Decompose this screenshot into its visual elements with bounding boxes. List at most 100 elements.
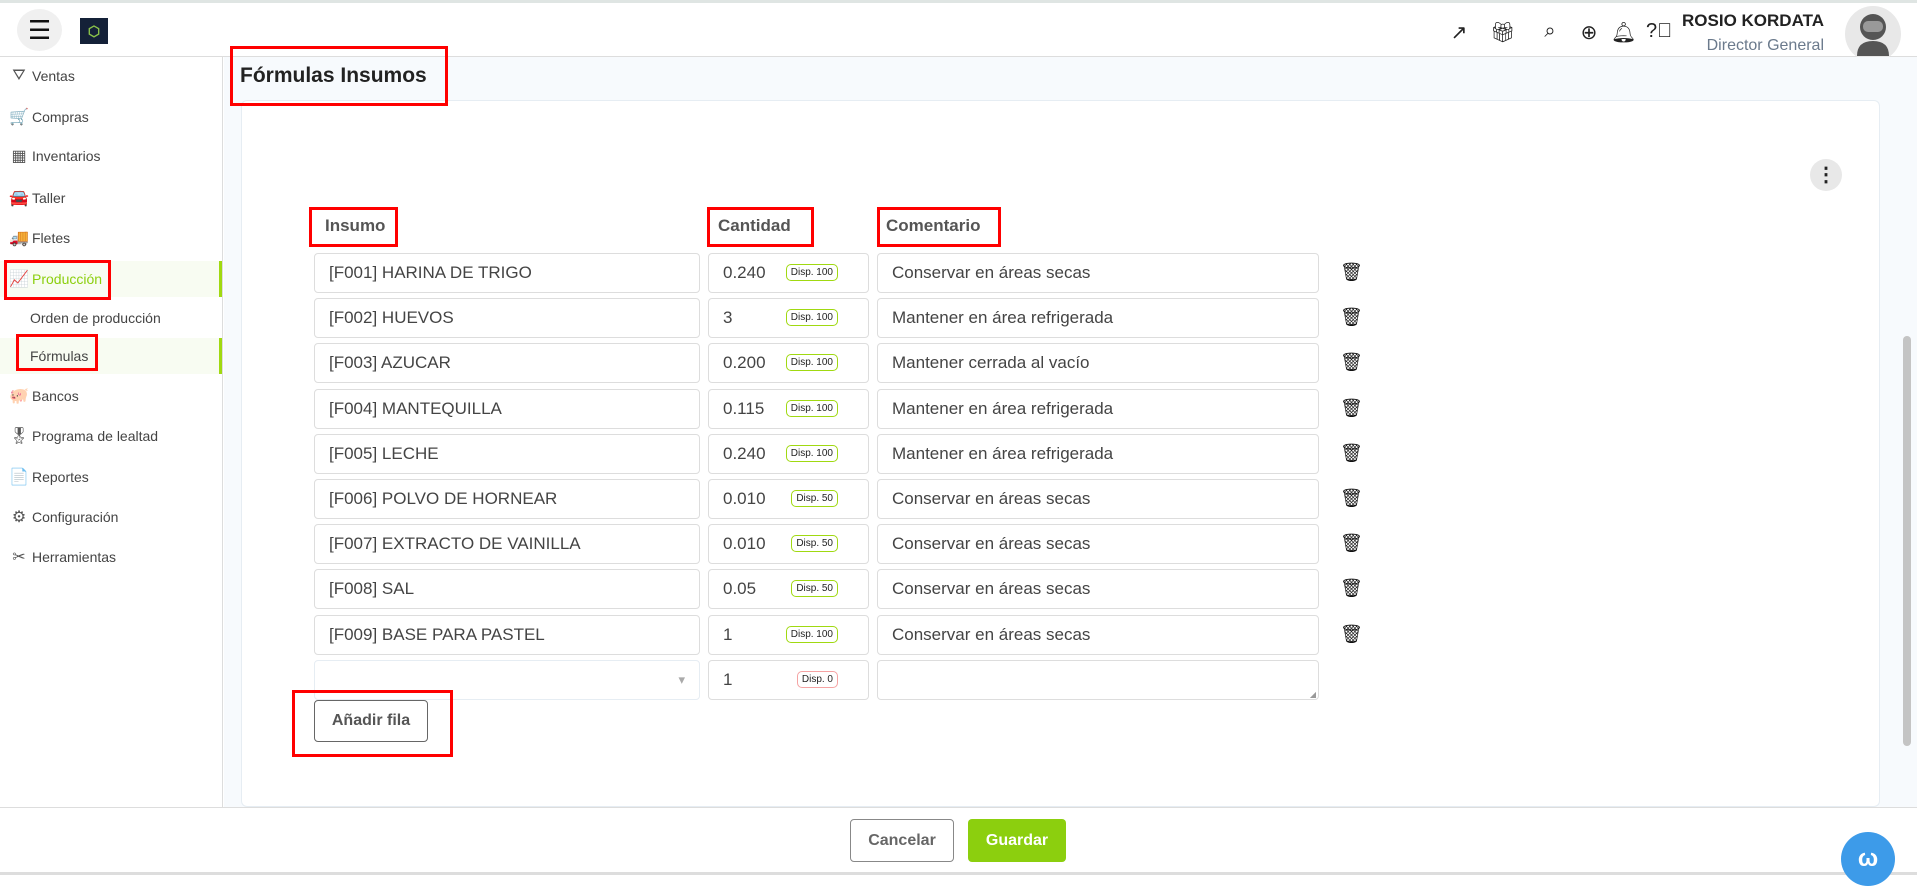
ventas-icon: ⛛ [12, 67, 26, 84]
insumo-select[interactable]: [F003] AZUCAR [314, 343, 700, 384]
sidebar-item-configuraci-n[interactable]: ⚙ Configuración [0, 499, 222, 535]
comentario-input[interactable]: Mantener en área refrigerada [877, 433, 1319, 474]
sidebar-item-compras[interactable]: 🛒 Compras [0, 99, 222, 135]
availability-badge: Disp. 50 [791, 490, 838, 507]
sidebar-item-label: Inventarios [32, 148, 101, 164]
trash-icon[interactable]: 🗑︎ [1340, 623, 1363, 644]
sidebar-item-fletes[interactable]: 🚚 Fletes [0, 220, 222, 256]
availability-badge: Disp. 0 [796, 670, 838, 688]
top-bar: ☰ ⬡ ↗ 🎁︎ ⌕ ⊕ 🔔︎ ?⃝ ROSIO KORDATA Directo… [0, 0, 1917, 62]
comentario-input[interactable]: Conservar en áreas secas [877, 253, 1319, 293]
comentario-input[interactable]: Mantener en área refrigerada [877, 298, 1319, 339]
trash-icon[interactable]: 🗑︎ [1340, 488, 1363, 508]
comentario-input[interactable]: Conservar en áreas secas [877, 614, 1319, 655]
availability-badge: Disp. 100 [785, 444, 838, 462]
sidebar-item-inventarios[interactable]: ▦ Inventarios [0, 138, 222, 174]
help-icon[interactable]: ?⃝ [1646, 20, 1673, 42]
app-logo[interactable]: ⬡ [80, 18, 108, 44]
trash-icon[interactable]: 🗑︎ [1340, 578, 1363, 599]
footer: Cancelar Guardar [0, 807, 1917, 875]
sidebar-item-label: Compras [32, 109, 89, 125]
sidebar-item-herramientas[interactable]: ✂ Herramientas [0, 539, 222, 575]
insumo-select[interactable]: [F004] MANTEQUILLA [314, 388, 700, 429]
insumo-select[interactable]: [F006] POLVO DE HORNEAR [314, 479, 700, 519]
gift-icon[interactable]: 🎁︎ [1490, 22, 1516, 44]
cantidad-input[interactable]: 0.010 Disp. 50 [708, 479, 869, 519]
comentario-input[interactable]: ◢ [877, 659, 1319, 700]
comentario-input[interactable]: Conservar en áreas secas [877, 524, 1319, 565]
sidebar-item-producci-n[interactable]: 📈 Producción [0, 261, 222, 297]
cantidad-input[interactable]: 1 Disp. 100 [708, 614, 869, 655]
sidebar-item-bancos[interactable]: 🐖 Bancos [0, 378, 222, 414]
sidebar-item-programa-de-lealtad[interactable]: 🎖 Programa de lealtad [0, 418, 222, 454]
sidebar-item-ventas[interactable]: ⛛ Ventas [0, 58, 222, 94]
cancel-button[interactable]: Cancelar [850, 819, 954, 862]
producci-n-icon: 📈 [9, 271, 29, 288]
add-circle-icon[interactable]: ⊕ [1580, 22, 1598, 44]
herramientas-icon: ✂ [12, 549, 26, 566]
insumo-select[interactable]: [F005] LECHE [314, 433, 700, 474]
trash-icon[interactable]: 🗑︎ [1340, 262, 1363, 282]
cantidad-value: 0.240 [723, 443, 766, 463]
cantidad-value: 0.115 [723, 398, 765, 418]
sidebar-item-orden-de-producci-n[interactable]: Orden de producción [0, 300, 222, 336]
page-title: Fórmulas Insumos [240, 64, 427, 87]
cantidad-input[interactable]: 0.010 Disp. 50 [708, 524, 869, 565]
cantidad-value: 0.200 [723, 353, 766, 373]
bell-icon[interactable]: 🔔︎ [1611, 22, 1637, 44]
comentario-input[interactable]: Conservar en áreas secas [877, 479, 1319, 519]
user-name: ROSIO KORDATA [1682, 11, 1824, 30]
sidebar-item-label: Programa de lealtad [32, 428, 159, 444]
cantidad-input[interactable]: 1 Disp. 0 [708, 659, 869, 700]
availability-badge: Disp. 50 [791, 535, 838, 553]
resize-handle-icon[interactable]: ◢ [1309, 689, 1316, 699]
cantidad-input[interactable]: 3 Disp. 100 [708, 298, 869, 339]
availability-badge: Disp. 100 [785, 354, 838, 372]
insumo-select[interactable]: [F002] HUEVOS [314, 298, 700, 339]
cantidad-input[interactable]: 0.115 Disp. 100 [708, 388, 869, 429]
sidebar-item-label: Configuración [32, 509, 119, 525]
insumo-select[interactable]: [F007] EXTRACTO DE VAINILLA [314, 524, 700, 565]
trash-icon[interactable]: 🗑︎ [1340, 442, 1363, 463]
trash-icon[interactable]: 🗑︎ [1340, 307, 1363, 328]
sidebar-item-label: Bancos [32, 388, 79, 404]
cantidad-value: 1 [723, 669, 733, 689]
comentario-input[interactable]: Conservar en áreas secas [877, 569, 1319, 610]
trash-icon[interactable]: 🗑︎ [1340, 533, 1363, 554]
sidebar-item-label: Reportes [32, 469, 89, 485]
comentario-input[interactable]: Mantener en área refrigerada [877, 388, 1319, 429]
scrollbar[interactable] [1903, 336, 1911, 746]
sidebar-item-label: Taller [32, 190, 66, 206]
trash-icon[interactable]: 🗑︎ [1340, 352, 1363, 373]
cantidad-input[interactable]: 0.240 Disp. 100 [708, 433, 869, 474]
chat-support-icon[interactable]: ω [1841, 832, 1895, 886]
sidebar-item-label: Ventas [32, 68, 75, 84]
insumo-select[interactable]: [F001] HARINA DE TRIGO [314, 253, 700, 293]
sidebar: ⛛ Ventas 🛒 Compras ▦ Inventarios 🚘 Taller 🚚 Flete… [0, 57, 223, 807]
insumo-select[interactable]: [F008] SAL [314, 569, 700, 610]
sidebar-item-taller[interactable]: 🚘 Taller [0, 180, 222, 216]
insumo-select[interactable]: ▾ [314, 659, 700, 700]
sidebar-item-f-rmulas[interactable]: Fórmulas [0, 338, 222, 374]
avatar[interactable] [1845, 6, 1901, 62]
insumo-select[interactable]: [F009] BASE PARA PASTEL [314, 614, 700, 655]
cantidad-value: 3 [723, 308, 733, 328]
search-product-icon[interactable]: ⌕ [1544, 20, 1556, 42]
comentario-input[interactable]: Mantener cerrada al vacío [877, 343, 1319, 384]
trash-icon[interactable]: 🗑︎ [1340, 397, 1363, 418]
cantidad-value: 0.010 [723, 489, 766, 508]
more-options-icon[interactable]: ⋮ [1810, 159, 1842, 191]
availability-badge: Disp. 100 [785, 399, 838, 417]
cantidad-input[interactable]: 0.05 Disp. 50 [708, 569, 869, 610]
inventarios-icon: ▦ [11, 148, 27, 165]
sidebar-item-reportes[interactable]: 📄 Reportes [0, 459, 222, 495]
sidebar-item-label: Fletes [32, 230, 71, 246]
cantidad-input[interactable]: 0.240 Disp. 100 [708, 253, 869, 293]
chevron-down-icon: ▾ [678, 671, 685, 687]
save-button[interactable]: Guardar [968, 819, 1066, 862]
hamburger-menu-icon[interactable]: ☰ [17, 9, 62, 51]
cantidad-input[interactable]: 0.200 Disp. 100 [708, 343, 869, 384]
header-comentario: Comentario [886, 216, 981, 235]
external-link-icon[interactable]: ↗ [1450, 22, 1468, 44]
add-row-button[interactable]: Añadir fila [314, 700, 428, 742]
